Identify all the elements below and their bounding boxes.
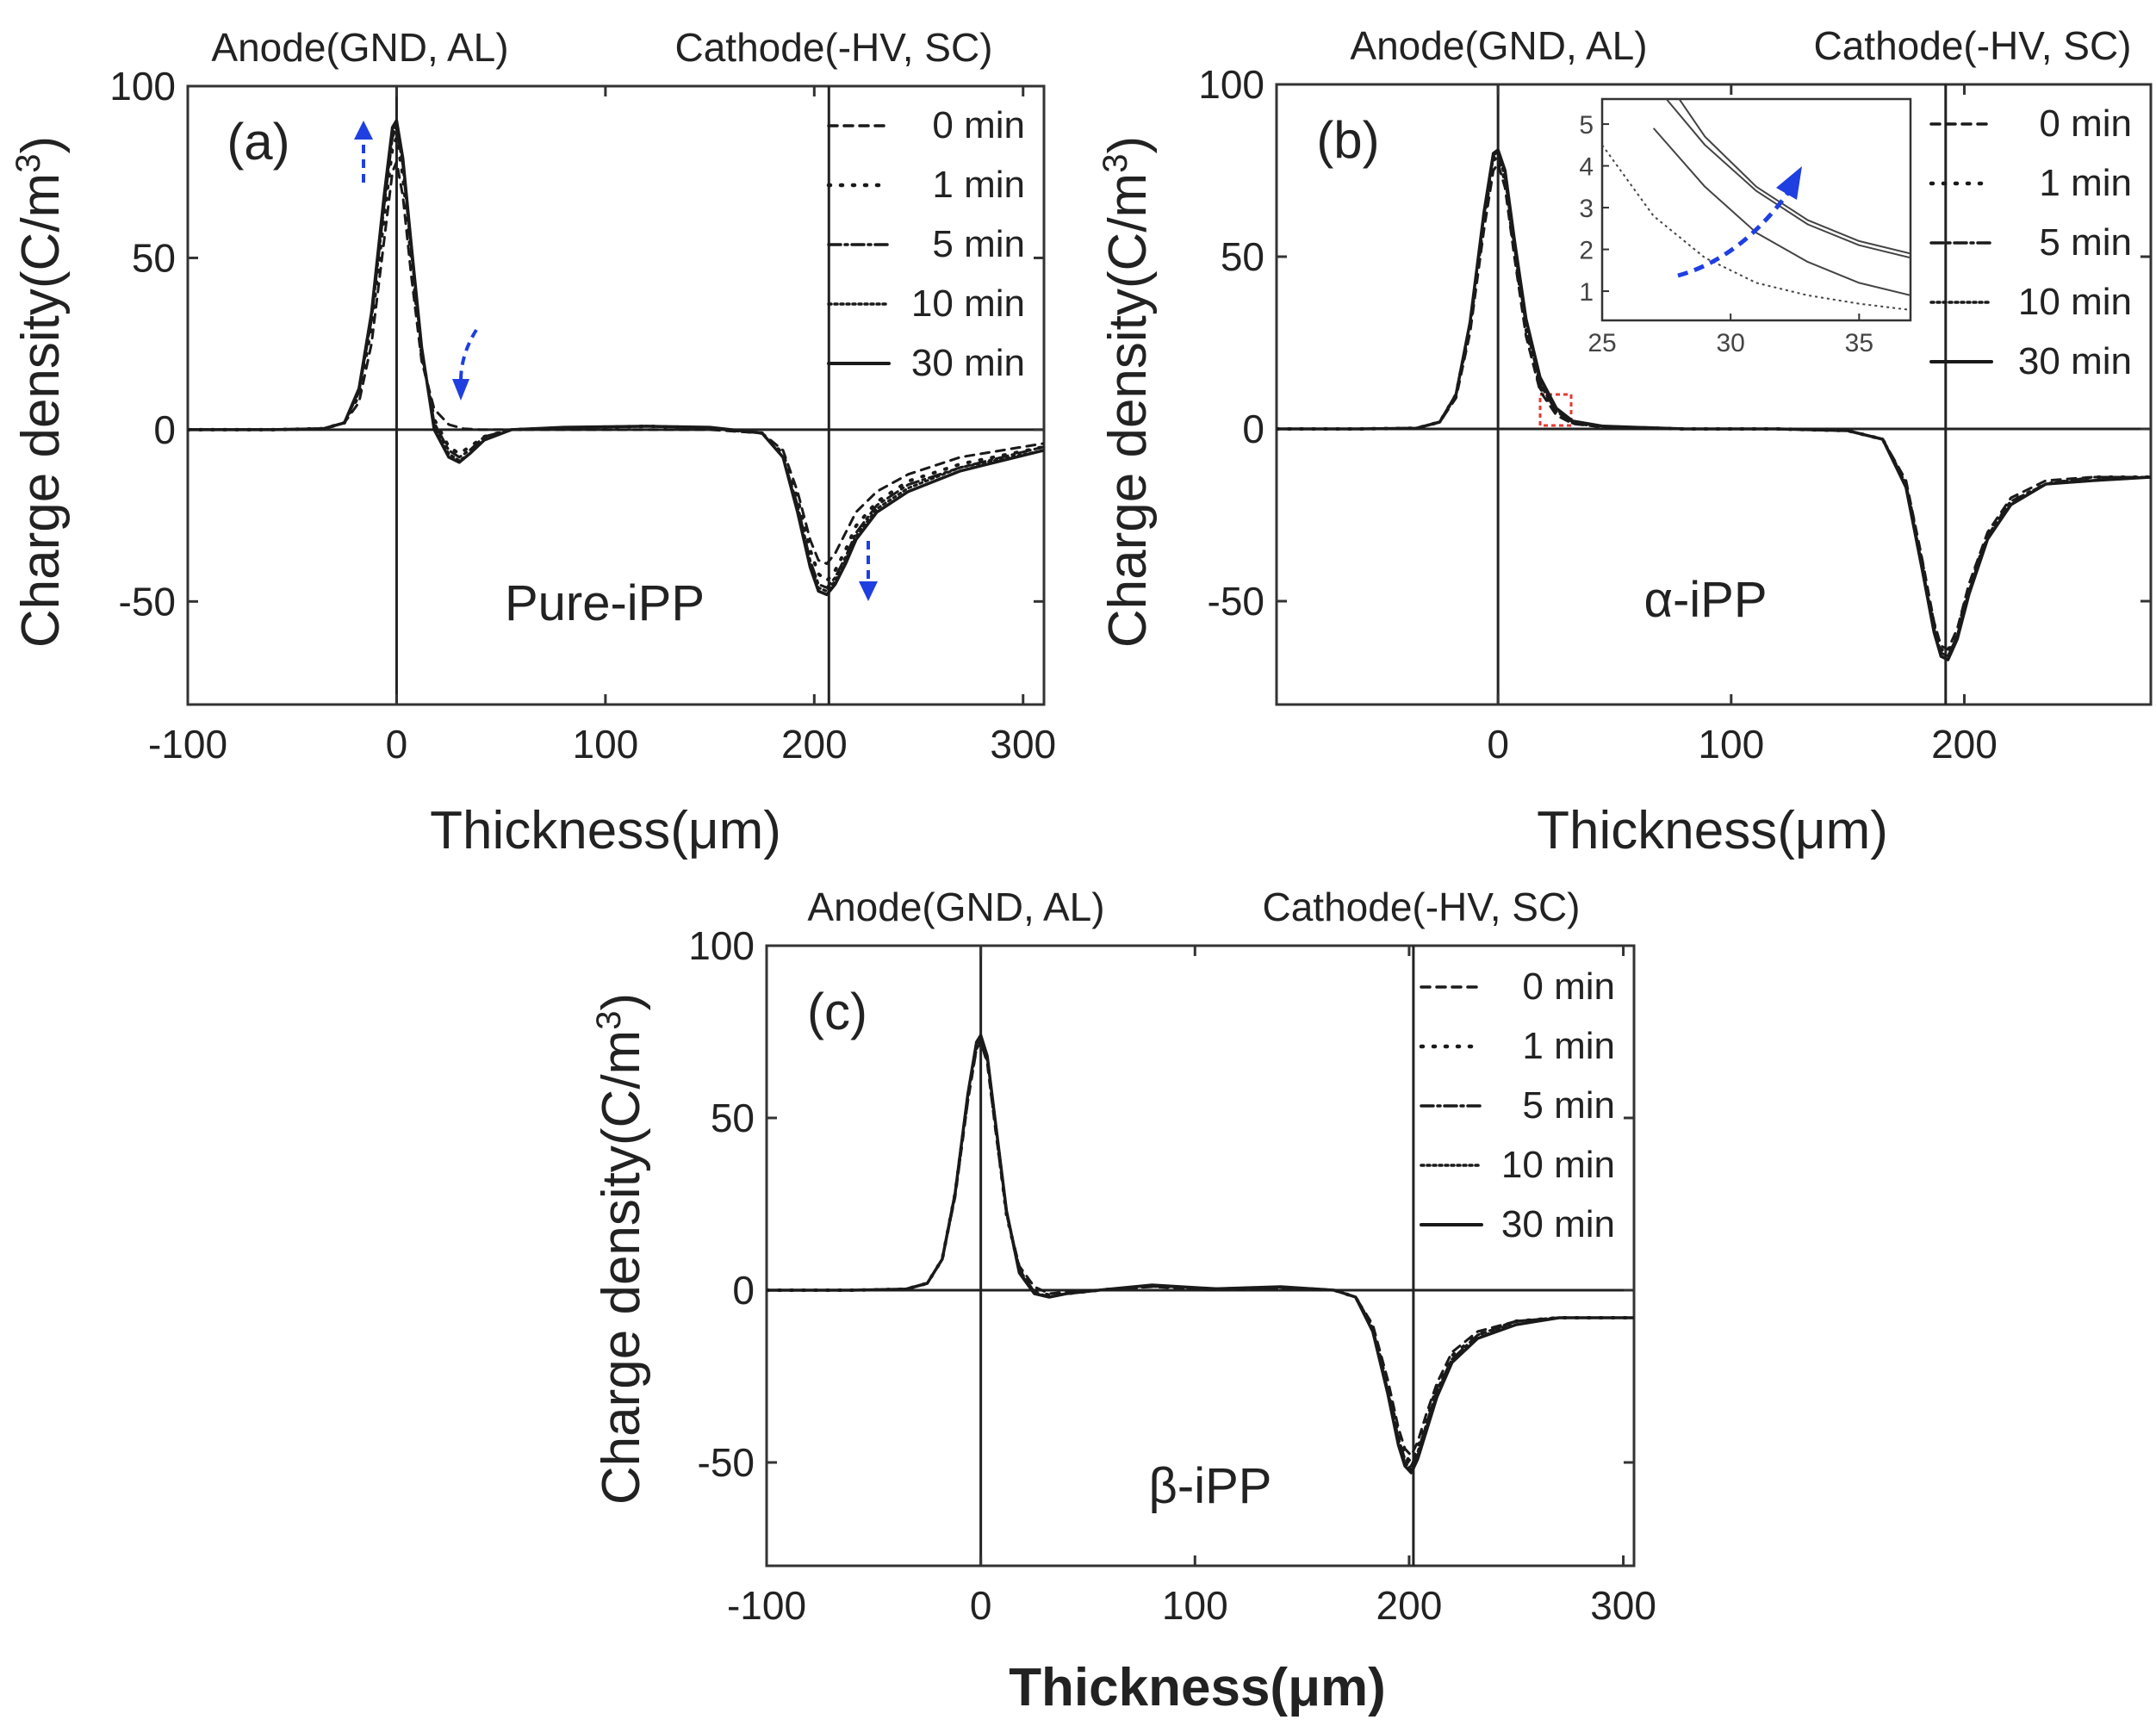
panel-b-y-axis-title: Charge density(C/m3) (1097, 136, 1158, 648)
panel-b-cathode-label: Cathode(-HV, SC) (1813, 23, 2131, 68)
legend-label: 10 min (2018, 281, 2132, 323)
legend-label: 5 min (2039, 221, 2132, 264)
legend-label: 0 min (2039, 102, 2132, 145)
x-tick-label: 100 (573, 722, 639, 767)
series-group (1277, 148, 2151, 661)
panel-a-arrow-down (859, 541, 878, 601)
y-tick-label: 50 (132, 235, 176, 280)
inset-series-line (1602, 144, 1911, 311)
legend-label: 0 min (1522, 965, 1615, 1008)
legend-label: 30 min (911, 342, 1025, 384)
y-tick-label: 0 (1242, 407, 1264, 451)
panel-c: Anode(GND, AL) Cathode(-HV, SC) Charge d… (590, 885, 1581, 1717)
panel-b-x-axis-title: Thickness(μm) (1537, 801, 1888, 860)
panel-b-zoom-box (1538, 393, 1573, 427)
legend: 0 min 1 min 5 min 10 min 30 min (1419, 965, 1615, 1245)
legend-label: 10 min (911, 282, 1025, 325)
series-line-30-min (1277, 148, 2151, 661)
plot-frame (186, 84, 1046, 706)
inset-trend-arrow (1677, 192, 1790, 278)
inset-x-tick-label: 30 (1716, 329, 1744, 357)
panel-a-y-axis-title: Charge density(C/m3) (9, 136, 71, 648)
x-tick-label: 300 (990, 722, 1056, 767)
legend-label: 10 min (1501, 1144, 1615, 1186)
y-tick-label: 0 (732, 1268, 755, 1313)
inset-series-line (1665, 99, 1911, 259)
panel-c-label: (c) (807, 983, 867, 1040)
legend-label: 30 min (2018, 340, 2132, 382)
panel-c-material-label: β-iPP (1149, 1458, 1272, 1514)
x-tick-label: 0 (970, 1583, 992, 1628)
y-tick-label: -50 (698, 1440, 755, 1485)
y-tick-label: 100 (109, 64, 176, 109)
panel-c-y-axis-title: Charge density(C/m3) (590, 993, 651, 1505)
series-group (188, 119, 1044, 597)
legend-label: 1 min (932, 164, 1025, 206)
x-tick-label: 300 (1590, 1583, 1656, 1628)
panel-a-arrow-curve-down (452, 328, 478, 400)
x-tick-label: 100 (1698, 722, 1764, 767)
y-tick-label: 50 (1221, 234, 1264, 279)
inset-y-tick-label: 4 (1579, 153, 1594, 182)
panel-b-label: (b) (1316, 111, 1379, 169)
inset-y-tick-label: 1 (1579, 278, 1594, 307)
inset-series-line (1652, 127, 1911, 296)
y-tick-label: 50 (711, 1096, 755, 1140)
x-tick-label: -100 (727, 1583, 806, 1628)
legend-label: 5 min (1522, 1084, 1615, 1127)
series-group (767, 1034, 1634, 1475)
panel-c-plot: -100 0 100 200 300 100 50 0 -50 0 min 1 min 5 min 10… (688, 923, 1656, 1628)
inset-y-tick-label: 3 (1579, 195, 1594, 223)
legend: 0 min 1 min 5 min 10 min 30 min (826, 104, 1025, 384)
y-tick-label: -50 (119, 579, 176, 624)
inset-plot: 25 30 35 5 4 3 2 1 (1579, 97, 1912, 357)
series-line-1-min (767, 1037, 1634, 1464)
x-tick-label: 0 (386, 722, 408, 767)
inset-y-tick-label: 2 (1579, 237, 1594, 265)
series-line-30-min (188, 119, 1044, 597)
series-line-0-min (188, 160, 1044, 565)
x-tick-label: 0 (1487, 722, 1509, 767)
panel-b-material-label: α-iPP (1643, 572, 1767, 628)
panel-a-label: (a) (227, 113, 289, 171)
legend-label: 5 min (932, 223, 1025, 265)
y-tick-label: 100 (688, 923, 755, 968)
x-tick-label: 200 (1376, 1583, 1443, 1628)
panel-a-x-axis-title: Thickness(μm) (430, 801, 781, 860)
panel-a-material-label: Pure-iPP (505, 575, 705, 631)
plot-frame (765, 944, 1636, 1568)
panel-a-cathode-label: Cathode(-HV, SC) (674, 25, 992, 70)
legend-label: 30 min (1501, 1203, 1615, 1245)
inset-y-tick-label: 5 (1579, 111, 1594, 140)
panel-c-x-axis-title: Thickness(μm) (1009, 1658, 1386, 1717)
y-tick-label: 100 (1198, 62, 1264, 107)
y-tick-label: 0 (153, 407, 176, 452)
x-tick-label: 200 (781, 722, 848, 767)
series-line-30-min (767, 1034, 1634, 1475)
x-tick-label: 200 (1931, 722, 1998, 767)
inset-trend-arrowhead (1776, 166, 1802, 200)
plot-frame (1275, 83, 2153, 706)
legend-label: 0 min (932, 104, 1025, 146)
panel-a-arrow-up (354, 121, 373, 183)
inset-x-tick-label: 25 (1587, 329, 1616, 357)
y-tick-label: -50 (1208, 579, 1264, 624)
panel-c-cathode-label: Cathode(-HV, SC) (1262, 885, 1580, 929)
panel-a-plot: -100 0 100 200 300 100 50 0 -50 0 min 1 min 5 min 10… (109, 64, 1056, 767)
legend: 0 min 1 min 5 min 10 min 30 min (1929, 102, 2132, 382)
x-tick-label: 100 (1162, 1583, 1228, 1628)
panel-b-anode-label: Anode(GND, AL) (1350, 23, 1647, 68)
panel-b: Anode(GND, AL) Cathode(-HV, SC) Charge d… (1097, 23, 2132, 860)
inset-x-tick-label: 35 (1845, 329, 1873, 357)
panel-a-anode-label: Anode(GND, AL) (211, 25, 508, 70)
legend-label: 1 min (1522, 1025, 1615, 1067)
panel-c-anode-label: Anode(GND, AL) (807, 885, 1104, 929)
panel-a: Anode(GND, AL) Cathode(-HV, SC) Charge d… (9, 25, 993, 860)
legend-label: 1 min (2039, 162, 2132, 204)
x-tick-label: -100 (148, 722, 227, 767)
